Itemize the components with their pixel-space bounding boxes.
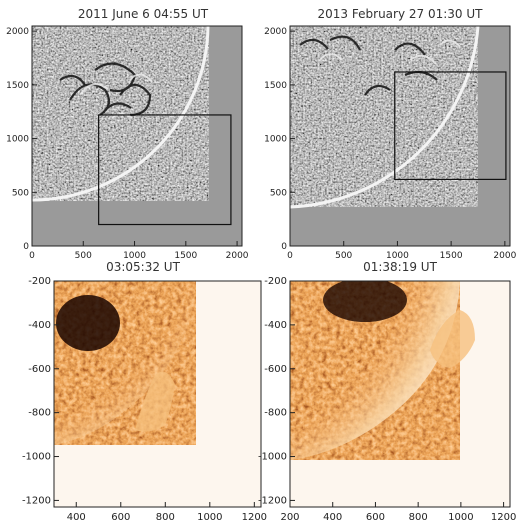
panel-d-y-axis: -200 -400 -600 -800 -1000 -1200	[258, 276, 295, 506]
x-tick-label: 500	[75, 251, 92, 261]
panel-b-euv-image: 0 500 1000 1500 2000 0 500 1000 1500 2000	[264, 25, 517, 261]
x-tick-label: 800	[409, 512, 428, 522]
x-tick-label: 0	[287, 251, 293, 261]
y-tick-label: -800	[264, 408, 287, 419]
x-tick-label: 600	[111, 512, 130, 522]
y-tick-label: 1500	[264, 81, 287, 91]
y-tick-label: 2000	[6, 27, 29, 37]
panel-d-zoom-image: 200 400 600 800 1000 1200 -200 -400 -600 -800 -10…	[258, 276, 516, 522]
panel-a-frame	[31, 25, 243, 247]
panel-a-zoom-box	[98, 114, 232, 226]
y-tick-label: 500	[270, 188, 287, 198]
x-tick-label: 400	[67, 512, 86, 522]
panel-a-x-axis: 0 500 1000 1500 2000	[29, 241, 249, 261]
y-tick-label: -200	[264, 276, 287, 287]
x-tick-label: 1500	[440, 251, 463, 261]
panel-c-zoom-image: 400 600 800 1000 1200 -200-400-600-800-1000-…	[22, 276, 267, 522]
y-tick-label: 0	[281, 242, 287, 252]
x-tick-label: 0	[29, 251, 35, 261]
y-tick-label: 2000	[264, 27, 287, 37]
x-tick-label: 600	[366, 512, 385, 522]
x-tick-label: 1200	[491, 512, 516, 522]
y-tick-label: -400	[28, 320, 51, 331]
x-tick-label: 1000	[386, 251, 409, 261]
x-tick-label: 1000	[123, 251, 146, 261]
panel-d-title: 01:38:19 UT	[363, 260, 437, 274]
y-tick-label: -400	[264, 320, 287, 331]
y-tick-label: -1000	[22, 452, 51, 463]
y-tick-label: 500	[12, 188, 29, 198]
panel-c-y-axis: -200 -400 -600 -800 -1000 -1200	[22, 276, 59, 506]
y-tick-label: -1200	[22, 495, 51, 506]
y-tick-label: -1200	[258, 495, 287, 506]
y-tick-label: -200	[28, 276, 51, 287]
y-tick-label: -600	[28, 364, 51, 375]
x-tick-label: 1000	[197, 512, 222, 522]
x-tick-label: 800	[156, 512, 175, 522]
panel-b-y-axis: 0 500 1000 1500 2000	[264, 27, 295, 252]
y-tick-label: -800	[28, 408, 51, 419]
panel-c-x-axis: 400 600 800 1000 1200	[67, 502, 267, 522]
panel-b-x-axis: 0 500 1000 1500 2000	[287, 241, 517, 261]
y-tick-label: -600	[264, 364, 287, 375]
y-tick-label: 1000	[6, 135, 29, 145]
x-tick-label: 400	[323, 512, 342, 522]
y-tick-label: 1500	[6, 81, 29, 91]
panel-b-title: 2013 February 27 01:30 UT	[318, 7, 484, 21]
x-tick-label: 2000	[226, 251, 249, 261]
panel-d-x-axis: 200 400 600 800 1000 1200	[280, 502, 516, 522]
x-tick-label: 1000	[448, 512, 473, 522]
x-tick-label: 1200	[242, 512, 267, 522]
panel-b-frame	[289, 25, 511, 247]
panel-c-frame	[53, 280, 262, 508]
panel-d-frame	[289, 280, 511, 508]
panel-b-zoom-box	[394, 71, 507, 180]
y-tick-label: -1000	[258, 452, 287, 463]
panel-a-title: 2011 June 6 04:55 UT	[78, 7, 209, 21]
panel-a-euv-image: 0 500 1000 1500 2000 0 500 1000 1500 2000	[6, 25, 249, 261]
y-tick-label: 1000	[264, 135, 287, 145]
x-tick-label: 500	[335, 251, 352, 261]
panel-a-y-axis: 0 500 1000 1500 2000	[6, 27, 37, 252]
x-tick-label: 1500	[174, 251, 197, 261]
x-tick-label: 200	[280, 512, 299, 522]
y-tick-label: 0	[23, 242, 29, 252]
x-tick-label: 2000	[493, 251, 516, 261]
panel-c-title: 03:05:32 UT	[106, 260, 180, 274]
